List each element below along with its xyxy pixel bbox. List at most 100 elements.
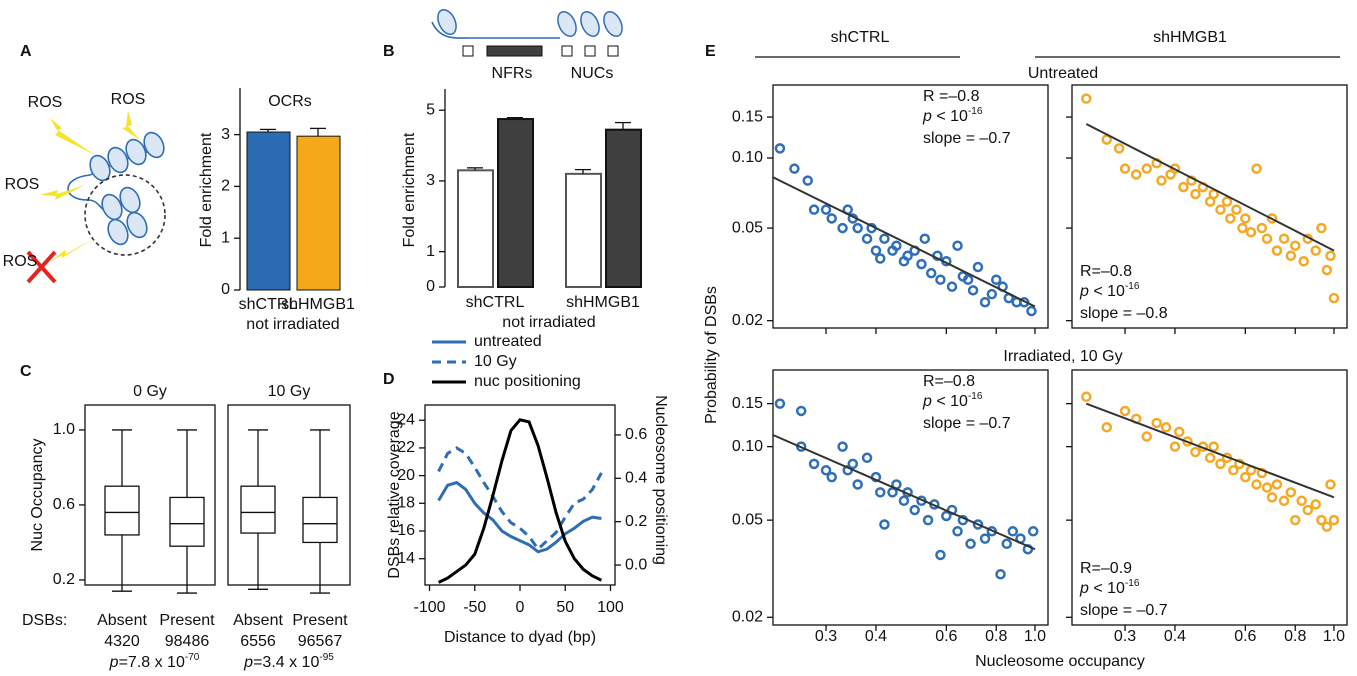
nucleosome: [125, 138, 147, 166]
point: [774, 143, 786, 154]
point: [935, 274, 946, 285]
point: [874, 253, 886, 264]
ros-bolt: [40, 185, 85, 200]
point: [1190, 446, 1201, 458]
point: [916, 258, 927, 270]
tick-label: 24: [397, 411, 415, 428]
plot-frame: [772, 84, 1049, 329]
point: [1208, 441, 1219, 452]
point: [1101, 422, 1113, 433]
point: [990, 274, 1002, 285]
tick-label: 0.6: [53, 496, 75, 513]
panel-title: 10 Gy: [268, 383, 311, 400]
x-tick-label: 0.4: [865, 628, 887, 645]
point: [1160, 422, 1172, 433]
p-exponent: -16: [968, 391, 983, 402]
plot-frame: [227, 404, 351, 586]
series-line: [437, 418, 603, 584]
point: [962, 274, 974, 285]
point: [1325, 479, 1336, 490]
x-tick-label: 0: [516, 599, 525, 616]
y-axis-label: Fold enrichment: [198, 132, 215, 247]
tick-label: 0.0: [625, 556, 647, 573]
box: [104, 485, 140, 536]
tick-label: 0.6: [625, 426, 647, 443]
nuc-box: [561, 45, 573, 57]
point: [820, 465, 832, 476]
point: [1173, 426, 1185, 438]
x-axis-label: Distance to dyad (bp): [444, 629, 596, 646]
point: [826, 471, 837, 483]
bar: [605, 128, 642, 288]
p-exponent: -16: [1125, 578, 1140, 589]
legend-label: 10 Gy: [474, 353, 517, 370]
tick-label: 3: [426, 172, 435, 189]
point: [1278, 495, 1290, 507]
point: [891, 240, 902, 251]
ros-bolt: [50, 118, 95, 155]
point: [972, 519, 984, 530]
point: [1237, 222, 1248, 234]
point: [861, 452, 873, 464]
point: [1266, 492, 1278, 503]
point: [1130, 169, 1142, 180]
point: [1215, 458, 1226, 470]
panel-letter: D: [383, 371, 395, 388]
category-label: Present: [159, 612, 215, 629]
tick-label: 1: [426, 243, 435, 260]
box: [169, 496, 205, 547]
point: [902, 250, 913, 262]
stat-slope: slope = –0.7: [1080, 602, 1168, 619]
row-header: Irradiated, 10 Gy: [1003, 348, 1122, 365]
p-text: =7.8 x 10: [119, 654, 185, 671]
nucleosome: [580, 10, 600, 38]
count-label: 6556: [240, 633, 276, 650]
bar: [246, 131, 291, 291]
point: [909, 504, 920, 516]
point: [1119, 405, 1131, 417]
plot-frame: [1071, 369, 1348, 626]
bar: [457, 169, 494, 288]
nucleosome: [107, 146, 129, 174]
fit-line: [1085, 402, 1335, 499]
stat-p: p < 10-16: [1079, 281, 1140, 301]
p-symbol: p: [1079, 580, 1089, 597]
point: [1026, 305, 1037, 317]
p-symbol: p: [1079, 283, 1089, 300]
p-exponent: -16: [1125, 281, 1140, 292]
point: [837, 222, 848, 234]
nucleosome: [119, 186, 141, 214]
tick-label: 18: [397, 495, 415, 512]
column-header: shCTRL: [831, 29, 890, 46]
point: [870, 245, 882, 256]
stat-slope: slope = –0.7: [923, 130, 1011, 147]
bar: [497, 118, 534, 288]
annotation: ROS: [5, 176, 40, 193]
schematic-b: [431, 8, 623, 57]
count-label: 96567: [298, 633, 343, 650]
stat-r: R=–0.8: [923, 373, 975, 390]
p-symbol: p: [109, 654, 119, 671]
tick-label: 2: [221, 178, 230, 195]
tick-label: 0.2: [625, 513, 647, 530]
category-label: Present: [292, 612, 348, 629]
stat-slope: slope = –0.7: [923, 415, 1011, 432]
ros-bolt: [50, 238, 95, 262]
point: [1240, 213, 1251, 224]
column-header: shHMGB1: [1153, 29, 1227, 46]
point: [874, 487, 886, 498]
point: [1231, 204, 1242, 215]
plot-frame: [1071, 84, 1348, 329]
point: [995, 569, 1006, 580]
y-axis-label: DSBs relative coverage: [386, 411, 403, 578]
point: [1101, 134, 1113, 145]
stat-p: p < 10-16: [1079, 578, 1140, 598]
tick-label: 0.15: [732, 108, 763, 125]
cross-line: [26, 250, 57, 284]
tick-label: 0.02: [732, 609, 763, 626]
series-line: [437, 480, 602, 554]
p-text: < 10: [1089, 580, 1125, 597]
point: [1328, 292, 1340, 304]
point: [1310, 499, 1321, 510]
ros-bolt: [122, 110, 140, 140]
